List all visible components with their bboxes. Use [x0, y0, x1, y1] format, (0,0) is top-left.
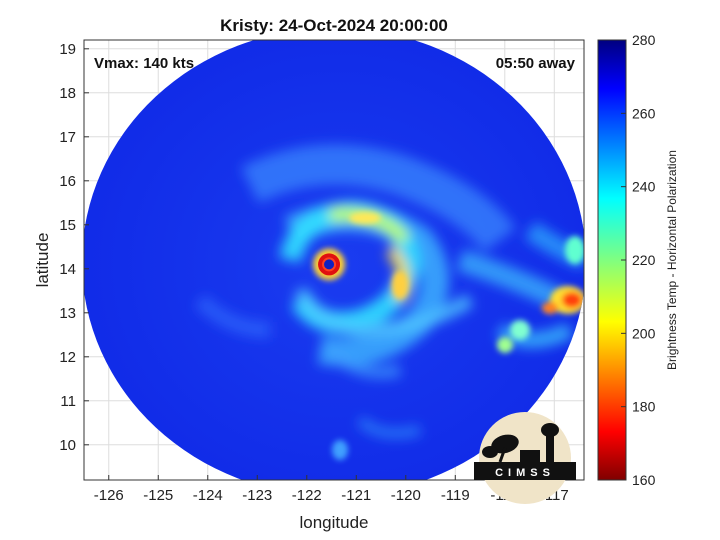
x-tick-label: -125: [143, 487, 173, 504]
brightness-temp-swath: [84, 40, 584, 480]
cimss-logo-text: CIMSS: [495, 467, 555, 479]
x-tick-label: -120: [391, 487, 421, 504]
convection-cells: [332, 212, 584, 460]
y-tick-label: 13: [59, 305, 76, 322]
x-axis-label: longitude: [299, 513, 368, 532]
colorbar-tick-label: 240: [632, 179, 656, 195]
x-tick-label: -122: [292, 487, 322, 504]
colorbar-label: Brightness Temp - Horizontal Polarizatio…: [665, 150, 679, 370]
colorbar-tick-label: 200: [632, 325, 656, 341]
plot-area: -126-125-124-123-122-121-120-119-118-117…: [59, 39, 585, 504]
x-tick-label: -126: [94, 487, 124, 504]
colorbar-tick-label: 160: [632, 472, 656, 488]
y-tick-label: 17: [59, 129, 76, 146]
colorbar: 160 180 200 220 240 260 280 Brightness Temp - …: [597, 32, 679, 488]
vmax-annotation: Vmax: 140 kts: [94, 55, 194, 72]
storm-eye: [313, 248, 346, 281]
y-tick-label: 19: [59, 41, 76, 58]
y-axis-ticks: 10 11 12 13 14 15 16 17 18 19: [59, 41, 89, 454]
plot-frame: [83, 39, 585, 481]
time-away-annotation: 05:50 away: [496, 55, 576, 72]
y-tick-label: 11: [60, 393, 76, 410]
y-tick-label: 16: [59, 173, 76, 190]
x-tick-label: -124: [193, 487, 223, 504]
cimss-logo: CIMSS: [474, 412, 576, 504]
x-tick-label: -123: [242, 487, 272, 504]
y-tick-label: 10: [59, 437, 76, 454]
x-tick-label: -121: [341, 487, 371, 504]
colorbar-tick-label: 220: [632, 252, 656, 268]
y-tick-label: 14: [59, 261, 76, 278]
x-tick-label: -119: [441, 487, 470, 504]
y-tick-label: 18: [59, 85, 76, 102]
y-tick-label: 12: [59, 349, 76, 366]
figure-title: Kristy: 24-Oct-2024 20:00:00: [220, 16, 448, 35]
y-tick-label: 15: [59, 217, 76, 234]
colorbar-tick-label: 280: [632, 32, 656, 48]
colorbar-tick-label: 260: [632, 105, 656, 121]
y-axis-label: latitude: [33, 233, 52, 288]
colorbar-ticks: 160 180 200 220 240 260 280: [621, 32, 656, 488]
colorbar-tick-label: 180: [632, 399, 656, 415]
